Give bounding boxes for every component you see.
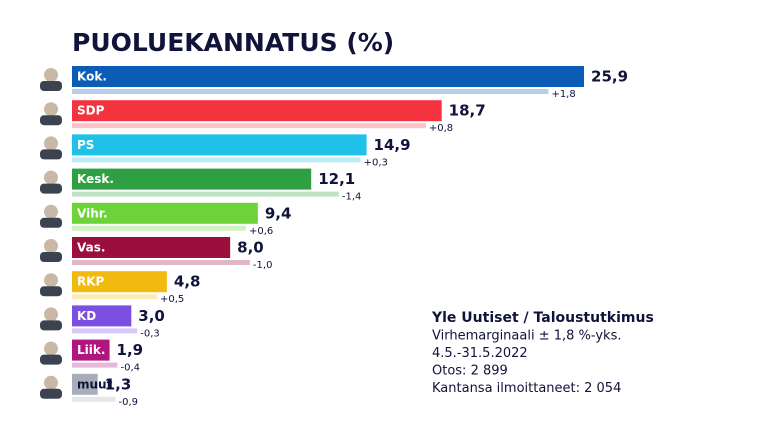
value-label: 14,9 — [374, 136, 411, 154]
change-label: -1,4 — [342, 192, 362, 203]
note: Kantansa ilmoittaneet: 2 054 — [432, 381, 621, 396]
previous-bar — [72, 123, 426, 129]
portrait-body — [40, 115, 62, 126]
value-label: 25,9 — [591, 68, 628, 86]
portrait-body — [40, 354, 62, 365]
previous-bar — [72, 89, 549, 94]
bar — [72, 100, 442, 122]
portrait-head — [44, 239, 58, 253]
change-label: +0,5 — [160, 294, 184, 305]
bar — [72, 66, 585, 87]
previous-bar — [72, 362, 118, 368]
change-label: +1,8 — [551, 89, 575, 100]
change-label: +0,8 — [429, 123, 453, 134]
previous-bar — [72, 260, 250, 265]
bar — [72, 373, 98, 395]
category-label: RKP — [77, 275, 105, 289]
bar — [72, 134, 367, 156]
value-label: 4,8 — [174, 273, 201, 291]
portrait-body — [40, 286, 62, 297]
portrait-body — [40, 320, 62, 331]
portrait-head — [44, 375, 58, 390]
previous-bar — [72, 294, 158, 300]
previous-bar — [72, 225, 246, 231]
previous-bar — [72, 328, 138, 334]
note: Otos: 2 899 — [432, 364, 508, 379]
category-label: Liik. — [77, 343, 105, 357]
portrait-head — [44, 102, 58, 117]
value-label: 18,7 — [449, 102, 486, 120]
change-label: -0,3 — [140, 328, 160, 339]
portrait-head — [44, 341, 58, 356]
portrait-body — [40, 388, 62, 399]
portrait-head — [44, 170, 58, 185]
bar — [72, 339, 110, 361]
category-label: SDP — [77, 104, 105, 118]
change-label: -0,9 — [118, 397, 138, 408]
previous-bar — [72, 396, 116, 402]
category-label: Vihr. — [77, 206, 108, 220]
portrait-body — [40, 252, 62, 262]
bar — [72, 202, 258, 224]
chart-title: PUOLUEKANNATUS (%) — [72, 28, 394, 57]
portrait-head — [44, 204, 58, 219]
value-label: 1,9 — [117, 341, 144, 359]
note: Virhemarginaali ± 1,8 %-yks. — [432, 329, 621, 344]
change-label: +0,3 — [364, 157, 388, 168]
previous-bar — [72, 157, 361, 163]
portrait-head — [44, 68, 58, 82]
change-label: +0,6 — [249, 226, 273, 237]
value-label: 8,0 — [237, 239, 264, 257]
value-label: 1,3 — [105, 375, 132, 393]
portrait-body — [40, 183, 62, 194]
value-label: 12,1 — [318, 170, 355, 188]
value-label: 3,0 — [138, 307, 165, 325]
category-label: KD — [77, 309, 96, 323]
bar — [72, 168, 312, 190]
change-label: -1,0 — [253, 260, 273, 271]
category-label: Vas. — [77, 241, 105, 255]
category-label: Kesk. — [77, 172, 114, 186]
portrait-body — [40, 217, 62, 228]
bar — [72, 271, 167, 293]
change-label: -0,4 — [120, 363, 140, 374]
note: 4.5.-31.5.2022 — [432, 346, 528, 361]
bar — [72, 305, 132, 327]
portrait-body — [40, 149, 62, 160]
portrait-body — [40, 81, 62, 91]
category-label: PS — [77, 138, 94, 152]
category-label: muut — [77, 377, 113, 391]
bar — [72, 237, 231, 258]
source: Yle Uutiset / Taloustutkimus — [431, 310, 654, 326]
portrait-head — [44, 307, 58, 322]
category-label: Kok. — [77, 70, 107, 84]
value-label: 9,4 — [265, 204, 292, 222]
previous-bar — [72, 191, 339, 197]
portrait-head — [44, 136, 58, 151]
portrait-head — [44, 273, 58, 288]
